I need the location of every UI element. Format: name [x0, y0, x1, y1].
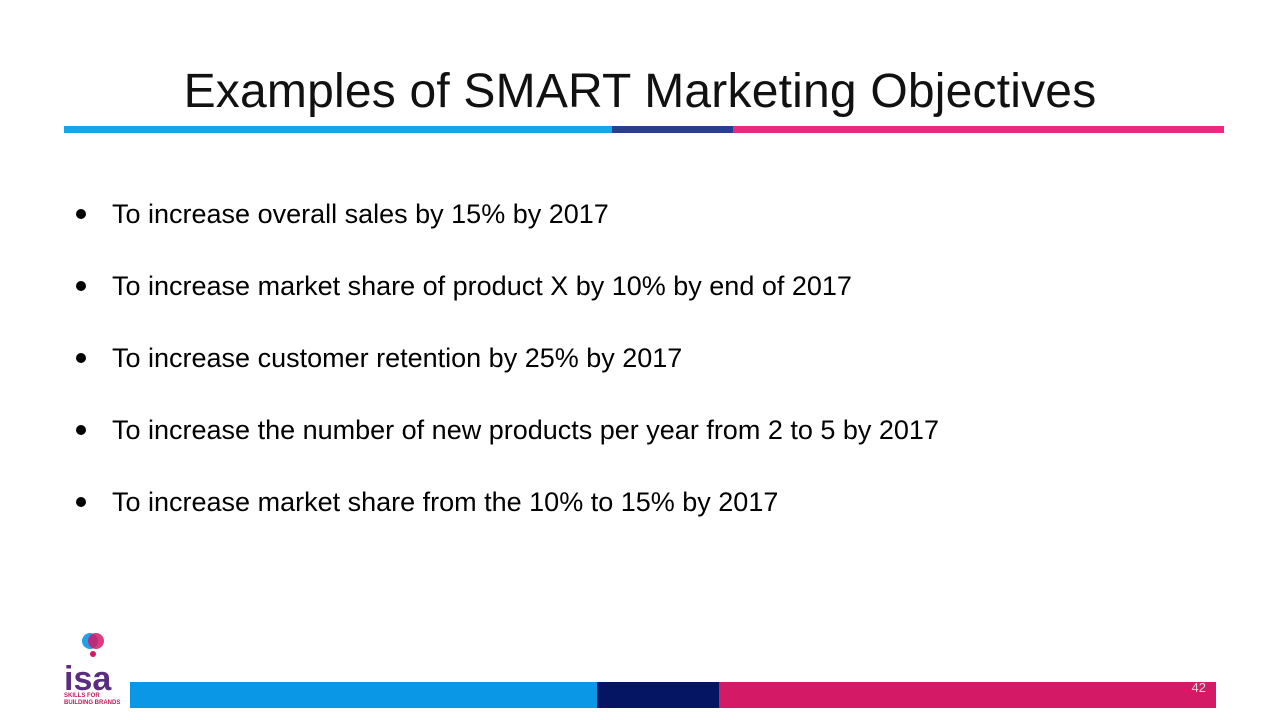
logo-tagline-line2: BUILDING BRANDS [64, 700, 121, 706]
isa-logo-icon: isa [64, 630, 128, 710]
bullet-item: To increase customer retention by 25% by… [76, 334, 939, 382]
isa-logo-graphic: isa [64, 633, 112, 698]
bullet-item: To increase overall sales by 15% by 2017 [76, 190, 939, 238]
title-rule-blue [64, 126, 612, 133]
footer-bar-navy [597, 682, 719, 708]
bullet-text: To increase market share of product X by… [112, 271, 852, 301]
bullet-text: To increase market share from the 10% to… [112, 487, 779, 517]
bullet-dot-icon [76, 209, 86, 219]
bullet-item: To increase market share from the 10% to… [76, 478, 939, 526]
footer-bar-blue [130, 682, 597, 708]
bullet-dot-icon [76, 497, 86, 507]
bullet-text: To increase the number of new products p… [112, 415, 939, 445]
footer-bar-pink [719, 682, 1216, 708]
bullet-dot-icon [76, 281, 86, 291]
bullet-dot-icon [76, 425, 86, 435]
bullet-dot-icon [76, 353, 86, 363]
bullet-item: To increase the number of new products p… [76, 406, 939, 454]
logo-tagline: SKILLS FOR BUILDING BRANDS [64, 693, 174, 707]
slide-title: Examples of SMART Marketing Objectives [183, 65, 1097, 118]
bullet-list: To increase overall sales by 15% by 2017… [76, 190, 939, 550]
bullet-text: To increase overall sales by 15% by 2017 [112, 199, 609, 229]
bullet-item: To increase market share of product X by… [76, 262, 939, 310]
title-rule-pink [733, 126, 1224, 133]
title-rule-navy [612, 126, 733, 133]
logo-wordmark: isa [64, 660, 112, 698]
logo-tagline-line1: SKILLS FOR [64, 693, 100, 699]
bullet-text: To increase customer retention by 25% by… [112, 343, 683, 373]
page-number: 42 [1191, 680, 1206, 695]
